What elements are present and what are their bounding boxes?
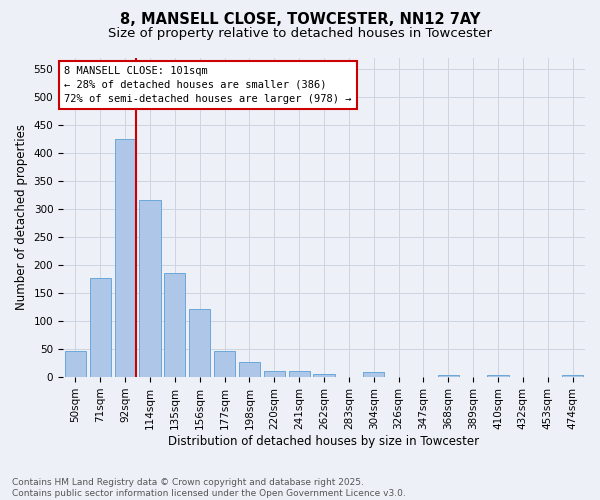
Bar [239, 362, 260, 377]
Bar [189, 308, 210, 377]
Text: 8, MANSELL CLOSE, TOWCESTER, NN12 7AY: 8, MANSELL CLOSE, TOWCESTER, NN12 7AY [120, 12, 480, 28]
Bar [487, 376, 509, 377]
Y-axis label: Number of detached properties: Number of detached properties [15, 124, 28, 310]
Bar [264, 371, 285, 377]
Bar [90, 278, 111, 377]
Bar [438, 375, 459, 377]
Bar [363, 372, 384, 377]
Bar [313, 374, 335, 377]
Bar [214, 350, 235, 377]
Bar [65, 350, 86, 377]
Bar [164, 273, 185, 377]
X-axis label: Distribution of detached houses by size in Towcester: Distribution of detached houses by size … [169, 434, 479, 448]
Bar [289, 372, 310, 377]
Bar [562, 376, 583, 377]
Text: Size of property relative to detached houses in Towcester: Size of property relative to detached ho… [108, 28, 492, 40]
Text: 8 MANSELL CLOSE: 101sqm
← 28% of detached houses are smaller (386)
72% of semi-d: 8 MANSELL CLOSE: 101sqm ← 28% of detache… [64, 66, 352, 104]
Text: Contains HM Land Registry data © Crown copyright and database right 2025.
Contai: Contains HM Land Registry data © Crown c… [12, 478, 406, 498]
Bar [139, 200, 161, 377]
Bar [115, 140, 136, 377]
